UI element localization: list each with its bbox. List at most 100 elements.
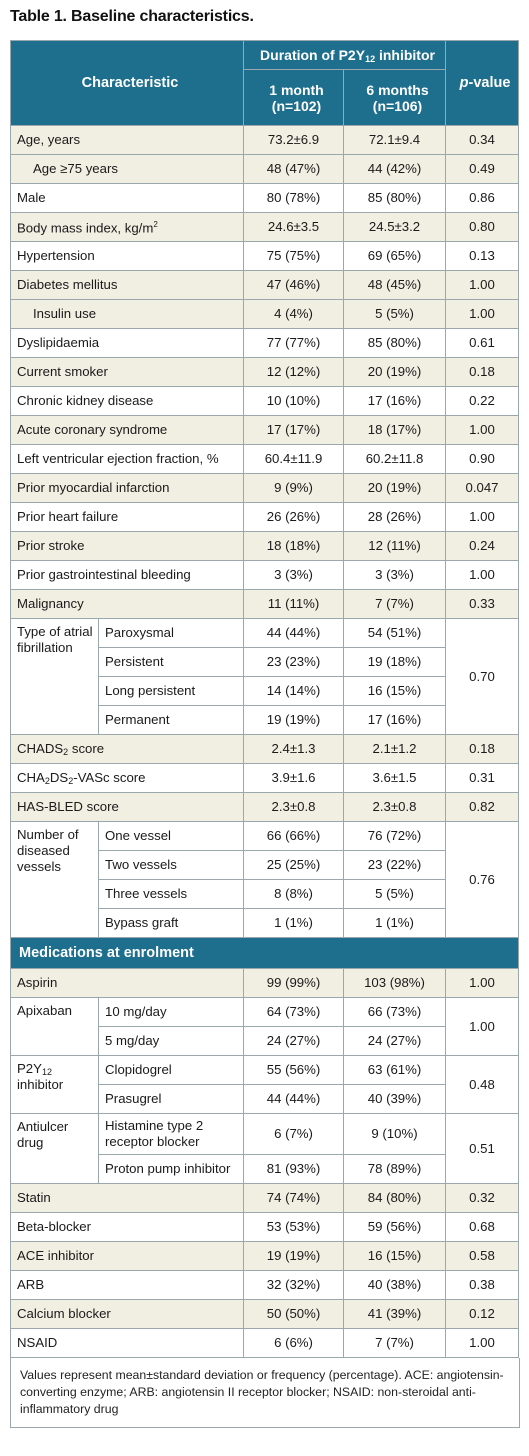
row-label: Body mass index, kg/m2: [10, 212, 244, 242]
table-row: Acute coronary syndrome 17 (17%) 18 (17%…: [10, 415, 520, 445]
value-1-month: 60.4±11.9: [243, 444, 344, 474]
value-1-month: 80 (78%): [243, 183, 344, 213]
value-1-month: 19 (19%): [243, 705, 344, 735]
table-row: Number of diseased vessels One vessel 66…: [10, 821, 520, 938]
row-label: Age ≥75 years: [10, 154, 244, 184]
table-row: Three vessels 8 (8%) 5 (5%): [11, 879, 519, 909]
value-1-month: 4 (4%): [243, 299, 344, 329]
value-1-month: 50 (50%): [243, 1299, 344, 1329]
value-6-months: 40 (39%): [342, 1084, 447, 1114]
p-value: 0.49: [445, 154, 520, 184]
row-label: Statin: [10, 1183, 244, 1213]
value-6-months: 24.5±3.2: [342, 212, 447, 242]
p-value: 0.31: [445, 763, 520, 793]
medications-header: Medications at enrolment: [9, 937, 520, 969]
table-row: Age, years 73.2±6.9 72.1±9.4 0.34: [10, 125, 520, 155]
table-row: Dyslipidaemia 77 (77%) 85 (80%) 0.61: [10, 328, 520, 358]
value-1-month: 6 (7%): [243, 1113, 344, 1155]
p-value: 1.00: [445, 968, 520, 998]
table-row: Diabetes mellitus 47 (46%) 48 (45%) 1.00: [10, 270, 520, 300]
table-row: Prior gastrointestinal bleeding 3 (3%) 3…: [10, 560, 520, 590]
row-label: NSAID: [10, 1328, 244, 1358]
table-row: Statin 74 (74%) 84 (80%) 0.32: [10, 1183, 520, 1213]
sub-label: Persistent: [98, 647, 244, 677]
sub-label: Three vessels: [98, 879, 244, 909]
table-row: Prasugrel 44 (44%) 40 (39%): [11, 1084, 519, 1114]
value-6-months: 103 (98%): [342, 968, 447, 998]
value-1-month: 32 (32%): [243, 1270, 344, 1300]
row-label: Prior gastrointestinal bleeding: [10, 560, 244, 590]
table-row: Prior stroke 18 (18%) 12 (11%) 0.24: [10, 531, 520, 561]
p-value: 1.00: [445, 1328, 520, 1358]
row-label: Aspirin: [10, 968, 244, 998]
row-label: Left ventricular ejection fraction, %: [10, 444, 244, 474]
sub-label: Clopidogrel: [98, 1055, 244, 1085]
table-row: Current smoker 12 (12%) 20 (19%) 0.18: [10, 357, 520, 387]
value-1-month: 99 (99%): [243, 968, 344, 998]
value-6-months: 24 (27%): [342, 1026, 447, 1056]
sub-label: 10 mg/day: [98, 997, 244, 1027]
table-row: Two vessels 25 (25%) 23 (22%): [11, 850, 519, 880]
p-value: 1.00: [445, 997, 520, 1056]
row-label: Dyslipidaemia: [10, 328, 244, 358]
row-label: Chronic kidney disease: [10, 386, 244, 416]
p-value: 0.12: [445, 1299, 520, 1329]
value-6-months: 44 (42%): [342, 154, 447, 184]
value-6-months: 3 (3%): [342, 560, 447, 590]
table-footnote: Values represent mean±standard deviation…: [10, 1358, 520, 1428]
value-6-months: 9 (10%): [342, 1113, 447, 1155]
table-row: ARB 32 (32%) 40 (38%) 0.38: [10, 1270, 520, 1300]
row-label: Hypertension: [10, 241, 244, 271]
value-6-months: 69 (65%): [342, 241, 447, 271]
header-duration: Duration of P2Y12 inhibitor: [242, 40, 447, 70]
value-1-month: 55 (56%): [243, 1055, 344, 1085]
table-title: Table 1. Baseline characteristics.: [10, 8, 254, 25]
table-row: Chronic kidney disease 10 (10%) 17 (16%)…: [10, 386, 520, 416]
p-value: 0.34: [445, 125, 520, 155]
value-1-month: 14 (14%): [243, 676, 344, 706]
row-label: ACE inhibitor: [10, 1241, 244, 1271]
header-1-month: 1 month (n=102): [243, 69, 344, 126]
value-6-months: 54 (51%): [342, 618, 447, 648]
value-6-months: 85 (80%): [342, 183, 447, 213]
value-6-months: 7 (7%): [342, 1328, 447, 1358]
group-label-vessels: Number of diseased vessels: [10, 821, 99, 938]
p-value: 1.00: [445, 560, 520, 590]
value-1-month: 3 (3%): [243, 560, 344, 590]
value-6-months: 85 (80%): [342, 328, 447, 358]
value-6-months: 48 (45%): [342, 270, 447, 300]
sub-label: Long persistent: [98, 676, 244, 706]
table-row: Hypertension 75 (75%) 69 (65%) 0.13: [10, 241, 520, 271]
p-value: 0.86: [445, 183, 520, 213]
value-6-months: 20 (19%): [342, 473, 447, 503]
value-6-months: 28 (26%): [342, 502, 447, 532]
table-row: Malignancy 11 (11%) 7 (7%) 0.33: [10, 589, 520, 619]
table-row: NSAID 6 (6%) 7 (7%) 1.00: [10, 1328, 520, 1358]
row-label: Calcium blocker: [10, 1299, 244, 1329]
value-1-month: 17 (17%): [243, 415, 344, 445]
group-label-af: Type of atrial fibrillation: [10, 618, 99, 735]
table-row: Antiulcer drug Histamine type 2 receptor…: [10, 1113, 520, 1184]
table-row: Persistent 23 (23%) 19 (18%): [11, 647, 519, 677]
value-1-month: 64 (73%): [243, 997, 344, 1027]
table-row: Calcium blocker 50 (50%) 41 (39%) 0.12: [10, 1299, 520, 1329]
value-1-month: 23 (23%): [243, 647, 344, 677]
value-6-months: 19 (18%): [342, 647, 447, 677]
row-label: Prior heart failure: [10, 502, 244, 532]
value-1-month: 74 (74%): [243, 1183, 344, 1213]
row-label: Male: [10, 183, 244, 213]
table-row: P2Y12 inhibitor Clopidogrel 55 (56%) 63 (…: [10, 1055, 520, 1114]
sub-label: Two vessels: [98, 850, 244, 880]
value-1-month: 66 (66%): [243, 821, 344, 851]
p-value: 0.68: [445, 1212, 520, 1242]
p-value: 0.51: [445, 1113, 520, 1184]
table-row: Insulin use 4 (4%) 5 (5%) 1.00: [10, 299, 520, 329]
table-row: Permanent 19 (19%) 17 (16%): [11, 705, 519, 735]
p-value: 0.61: [445, 328, 520, 358]
p-value: 0.18: [445, 357, 520, 387]
header-characteristic: Characteristic: [10, 40, 244, 126]
table-row: Apixaban 10 mg/day 64 (73%) 66 (73%) 1.0…: [10, 997, 520, 1056]
value-6-months: 72.1±9.4: [342, 125, 447, 155]
p-value: 0.82: [445, 792, 520, 822]
